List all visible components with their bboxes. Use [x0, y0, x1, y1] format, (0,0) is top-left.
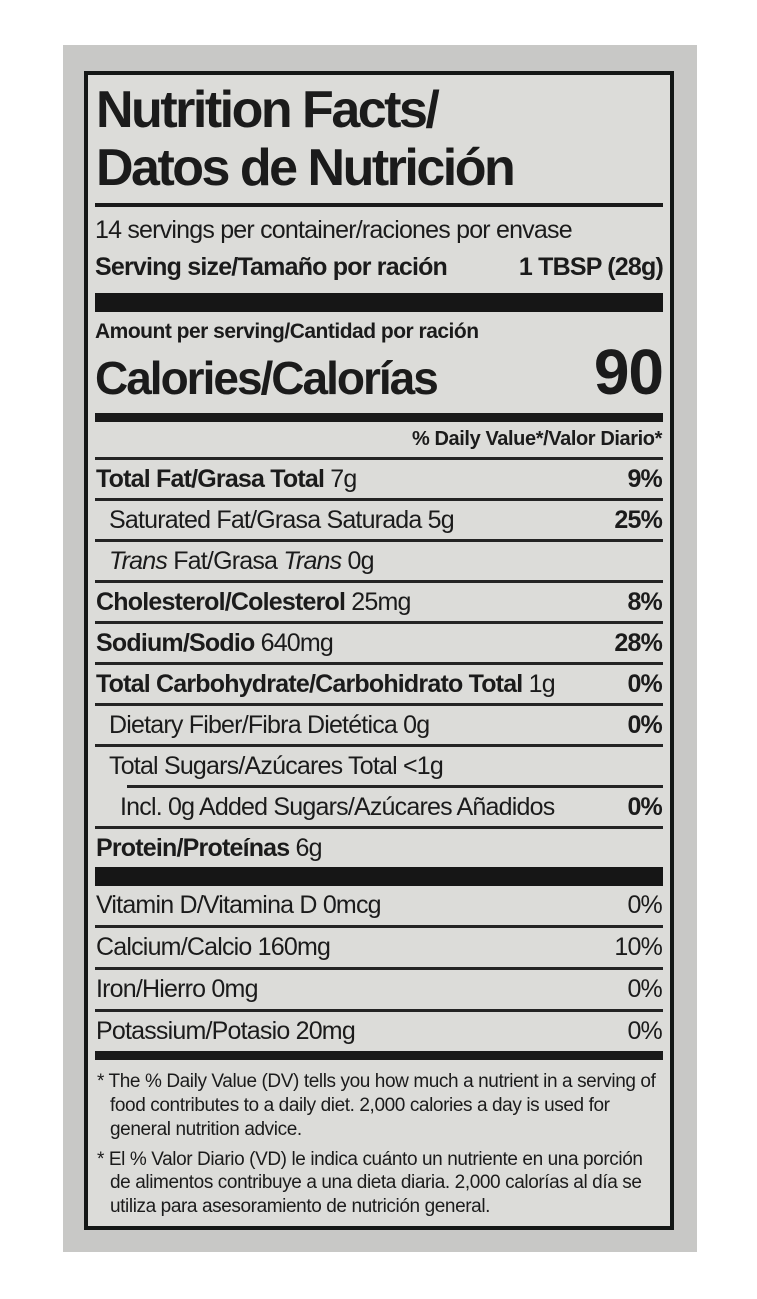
daily-value-percent: 0%: [627, 1017, 662, 1046]
servings-per-container: 14 servings per container/raciones por e…: [95, 216, 573, 245]
title-rule: [95, 203, 663, 208]
row-text-segment: Sodium/Sodio: [96, 628, 255, 657]
row-text-segment: Total Sugars/Azúcares Total <1g: [109, 751, 444, 780]
row-total-sugars: Total Sugars/Azúcares Total <1g: [95, 747, 663, 785]
row-separator: [95, 662, 663, 666]
footnotes-block: * The % Daily Value (DV) tells you how m…: [95, 1060, 663, 1225]
calories-label: Calories/Calorías: [95, 352, 439, 405]
row-text-segment: Vitamin D/Vitamina D 0mcg: [96, 891, 382, 920]
daily-value-percent: 8%: [627, 587, 662, 616]
daily-value-percent: 28%: [614, 628, 662, 657]
row-text-segment: Total Fat/Grasa Total: [96, 464, 325, 493]
row-dietary-fiber: Dietary Fiber/Fibra Dietética 0g 0%: [95, 706, 663, 744]
row-total-fat: Total Fat/Grasa Total 7g 9%: [95, 460, 663, 498]
nutrient-name: Total Sugars/Azúcares Total <1g: [109, 751, 444, 781]
label-photo-background: Nutrition Facts/ Datos de Nutrición 14 s…: [63, 45, 697, 1252]
nutrient-name: Saturated Fat/Grasa Saturada 5g: [109, 505, 455, 535]
row-text-segment: Potassium/Potasio 20mg: [96, 1017, 356, 1046]
row-text-segment: 0g: [341, 546, 375, 575]
nutrient-name: Incl. 0g Added Sugars/Azúcares Añadidos: [120, 792, 555, 822]
daily-value-header: % Daily Value*/Valor Diario*: [411, 428, 662, 451]
row-separator: [95, 580, 663, 584]
row-vitamin-d: Vitamin D/Vitamina D 0mcg 0%: [95, 886, 663, 925]
row-text-segment: Saturated Fat/Grasa Saturada 5g: [109, 505, 455, 534]
row-saturated-fat: Saturated Fat/Grasa Saturada 5g 25%: [95, 501, 663, 539]
nutrient-name: Cholesterol/Colesterol 25mg: [96, 588, 411, 617]
nutrient-name: Trans Fat/Grasa Trans 0g: [109, 546, 375, 576]
nutrient-name: Dietary Fiber/Fibra Dietética 0g: [109, 710, 430, 740]
row-text-segment: Trans: [283, 546, 342, 575]
row-separator: [95, 498, 663, 502]
section-bar-vitamins: [95, 867, 663, 887]
serving-size-value: 1 TBSP (28g): [518, 253, 664, 282]
daily-value-percent: 25%: [614, 505, 662, 534]
calories-bar: [95, 413, 663, 423]
nutrient-name: Total Carbohydrate/Carbohidrato Total 1g: [96, 669, 556, 699]
row-text-segment: Incl. 0g Added Sugars/Azúcares Añadidos: [120, 792, 555, 821]
nutrient-name: Protein/Proteínas 6g: [96, 833, 323, 863]
nutrient-table: Total Fat/Grasa Total 7g 9% Saturated Fat/…: [95, 457, 663, 867]
row-separator: [95, 457, 663, 461]
row-text-segment: 640mg: [254, 628, 334, 657]
nutrient-name: Vitamin D/Vitamina D 0mcg: [96, 891, 382, 920]
serving-size-label: Serving size/Tamaño por ración: [95, 253, 448, 282]
label-title-spanish: Datos de Nutrición: [96, 139, 516, 198]
daily-value-percent: 0%: [627, 669, 662, 698]
row-separator: [95, 925, 663, 929]
row-separator: [95, 967, 663, 971]
row-text-segment: Total Carbohydrate/Carbohidrato Total: [96, 669, 523, 698]
nutrient-name: Iron/Hierro 0mg: [96, 975, 258, 1004]
row-text-segment: 1g: [522, 669, 556, 698]
footnote-bar: [95, 1051, 663, 1061]
nutrient-name: Sodium/Sodio 640mg: [96, 628, 334, 658]
calories-row: Calories/Calorías 90: [95, 336, 664, 413]
calories-value: 90: [593, 336, 664, 409]
row-text-segment: Protein/Proteínas: [96, 833, 290, 862]
row-text-segment: Fat/Grasa: [167, 546, 284, 575]
row-text-segment: 7g: [324, 464, 357, 493]
label-title-english: Nutrition Facts/: [96, 81, 440, 139]
footnote: * El % Valor Diario (VD) le indica cuánt…: [97, 1148, 643, 1218]
row-total-carbohydrate: Total Carbohydrate/Carbohidrato Total 1g…: [95, 665, 663, 703]
daily-value-percent: 9%: [627, 464, 662, 493]
nutrient-name: Total Fat/Grasa Total 7g: [96, 465, 357, 494]
row-text-segment: Dietary Fiber/Fibra Dietética 0g: [109, 710, 430, 739]
row-separator: [95, 744, 663, 748]
row-calcium: Calcium/Calcio 160mg 10%: [95, 928, 663, 967]
row-cholesterol: Cholesterol/Colesterol 25mg 8%: [95, 583, 663, 621]
row-separator: [95, 703, 663, 707]
daily-value-percent: 0%: [627, 792, 662, 821]
row-text-segment: Iron/Hierro 0mg: [96, 975, 258, 1004]
row-iron: Iron/Hierro 0mg 0%: [95, 970, 663, 1009]
vitamin-table: Vitamin D/Vitamina D 0mcg 0% Calcium/Calci…: [95, 886, 663, 1051]
row-sodium: Sodium/Sodio 640mg 28%: [95, 624, 663, 662]
row-protein: Protein/Proteínas 6g: [95, 829, 663, 867]
row-potassium: Potassium/Potasio 20mg 0%: [95, 1012, 663, 1051]
daily-value-percent: 0%: [627, 710, 662, 739]
daily-value-percent: 10%: [614, 933, 662, 962]
row-text-segment: Cholesterol/Colesterol: [96, 587, 346, 616]
section-bar-top: [95, 293, 663, 313]
row-separator: [95, 1009, 663, 1013]
daily-value-percent: 0%: [627, 975, 662, 1004]
row-separator: [127, 785, 663, 789]
row-trans-fat: Trans Fat/Grasa Trans 0g: [95, 542, 663, 580]
row-text-segment: 25mg: [345, 587, 411, 616]
label-title-block: Nutrition Facts/ Datos de Nutrición: [95, 75, 663, 203]
footnote: * The % Daily Value (DV) tells you how m…: [97, 1071, 656, 1140]
row-text-segment: 6g: [289, 833, 323, 862]
serving-size-row: Serving size/Tamaño por ración 1 TBSP (2…: [95, 246, 664, 293]
row-text-segment: Trans: [109, 546, 168, 575]
nutrition-facts-label: Nutrition Facts/ Datos de Nutrición 14 s…: [84, 71, 674, 1230]
daily-value-percent: 0%: [627, 891, 662, 920]
row-separator: [95, 621, 663, 625]
row-separator: [95, 826, 663, 830]
amount-per-serving-label: Amount per serving/Cantidad por ración: [95, 320, 479, 344]
row-separator: [95, 539, 663, 543]
row-added-sugars: Incl. 0g Added Sugars/Azúcares Añadidos 0…: [95, 788, 663, 826]
nutrient-name: Calcium/Calcio 160mg: [96, 933, 331, 962]
row-text-segment: Calcium/Calcio 160mg: [96, 933, 331, 962]
nutrient-name: Potassium/Potasio 20mg: [96, 1017, 356, 1046]
